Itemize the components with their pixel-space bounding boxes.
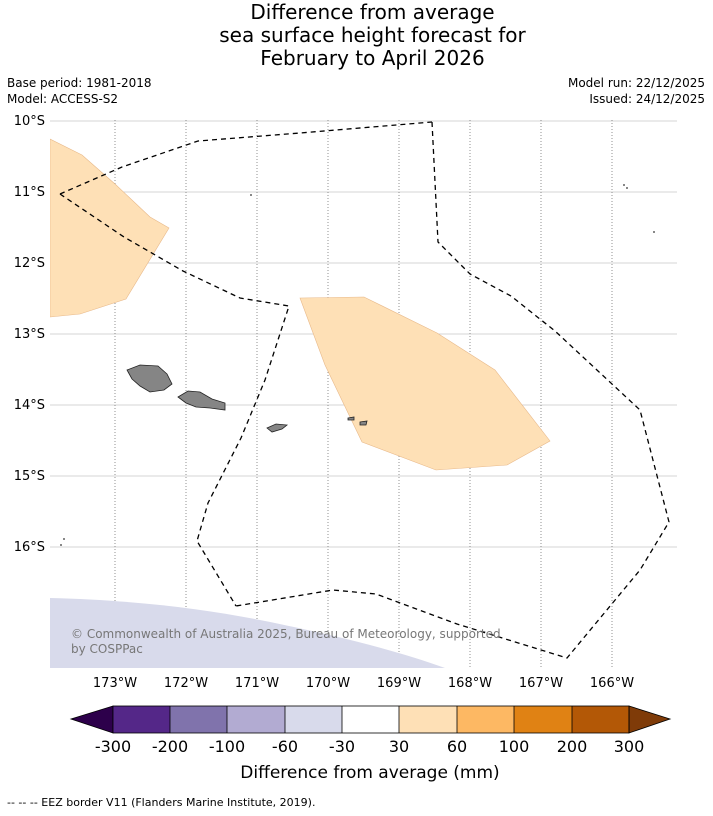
colorbar-segment xyxy=(170,706,227,733)
title-line-3: February to April 2026 xyxy=(260,46,485,70)
eez-legend-note: -- -- -- EEZ border V11 (Flanders Marine… xyxy=(7,796,316,809)
colorbar-tick-label: 100 xyxy=(499,737,530,756)
small-atolls xyxy=(60,184,655,546)
colorbar-segment xyxy=(572,706,629,733)
lon-label: 173°W xyxy=(93,676,137,691)
lat-label: 16°S xyxy=(14,540,45,555)
colorbar-segment xyxy=(227,706,285,733)
colorbar-title: Difference from average (mm) xyxy=(240,763,499,783)
colorbar-tick-label: -100 xyxy=(209,737,245,756)
eez-border-american-samoa xyxy=(235,121,670,659)
colorbar-tick-label: -300 xyxy=(95,737,131,756)
anomaly-region-south xyxy=(50,598,445,668)
manua-islands xyxy=(347,416,368,426)
map-area xyxy=(50,120,677,668)
lon-label: 168°W xyxy=(448,676,492,691)
lon-label: 166°W xyxy=(590,676,634,691)
colorbar-extend-low xyxy=(69,705,114,734)
lon-label: 170°W xyxy=(306,676,350,691)
colorbar-tick-label: 60 xyxy=(447,737,467,756)
lon-label: 169°W xyxy=(377,676,421,691)
colorbar: -300 -200 -100 -60 -30 30 60 100 200 300… xyxy=(69,705,672,783)
colorbar-tick-label: -30 xyxy=(329,737,355,756)
colorbar-tick-label: 300 xyxy=(614,737,645,756)
copyright-line-1: © Commonwealth of Australia 2025, Bureau… xyxy=(71,627,501,641)
latitude-labels: 10°S 11°S 12°S 13°S 14°S 15°S 16°S xyxy=(14,114,45,555)
colorbar-segment xyxy=(399,706,457,733)
colorbar-segment xyxy=(285,706,342,733)
lon-label: 167°W xyxy=(519,676,563,691)
colorbar-outline xyxy=(112,705,630,734)
colorbar-segment xyxy=(514,706,572,733)
colorbar-extend-high xyxy=(628,705,672,734)
colorbar-tick-label: -200 xyxy=(152,737,188,756)
upolu-island xyxy=(177,390,226,411)
anomaly-region-west xyxy=(50,138,170,318)
model-run: Model run: 22/12/2025 xyxy=(567,76,705,90)
longitude-labels: 173°W 172°W 171°W 170°W 169°W 168°W 167°… xyxy=(93,676,634,691)
latitude-gridlines xyxy=(50,120,677,548)
lat-label: 15°S xyxy=(14,469,45,484)
colorbar-tick-label: 30 xyxy=(389,737,409,756)
colorbar-tick-label: -60 xyxy=(272,737,298,756)
base-period: Base period: 1981-2018 xyxy=(7,76,152,90)
lat-label: 11°S xyxy=(14,185,45,200)
colorbar-tick-label: 200 xyxy=(557,737,588,756)
tutuila-island xyxy=(266,423,289,433)
lat-label: 12°S xyxy=(14,256,45,271)
colorbar-segment xyxy=(457,706,514,733)
anomaly-region-central xyxy=(299,296,551,471)
lat-label: 14°S xyxy=(14,398,45,413)
eez-border-samoa xyxy=(59,193,290,607)
lat-label: 13°S xyxy=(14,327,45,342)
lon-label: 172°W xyxy=(164,676,208,691)
colorbar-segment xyxy=(342,706,399,733)
eez-border-tokelau xyxy=(59,121,433,195)
colorbar-segment xyxy=(113,706,170,733)
title-line-1: Difference from average xyxy=(250,0,495,24)
savaii-island xyxy=(126,364,173,393)
lon-label: 171°W xyxy=(235,676,279,691)
issued-date: Issued: 24/12/2025 xyxy=(589,92,705,106)
colorbar-dividers xyxy=(169,706,573,733)
title-line-2: sea surface height forecast for xyxy=(219,23,526,47)
map-figure: 10°S 11°S 12°S 13°S 14°S 15°S 16°S 173°W… xyxy=(14,114,677,783)
lat-label: 10°S xyxy=(14,114,45,129)
model-name: Model: ACCESS-S2 xyxy=(7,92,119,106)
copyright-line-2: by COSPPac xyxy=(71,642,143,656)
meta-left: Base period: 1981-2018 Model: ACCESS-S2 xyxy=(7,75,152,107)
map-title: Difference from average sea surface heig… xyxy=(0,0,713,70)
meta-right: Model run: 22/12/2025 Issued: 24/12/2025 xyxy=(568,75,705,107)
